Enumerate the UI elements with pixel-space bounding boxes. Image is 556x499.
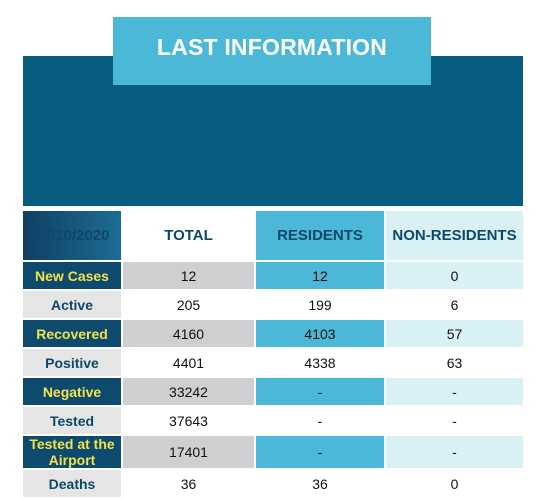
column-header-non-residents: NON-RESIDENTS bbox=[386, 211, 523, 262]
table-row: Tested 37643 - - bbox=[23, 407, 523, 436]
row-label-tested-at-airport: Tested at the Airport bbox=[23, 436, 123, 470]
total-value: 33242 bbox=[123, 378, 256, 407]
table-row: Active 205 199 6 bbox=[23, 291, 523, 320]
non-residents-value: 6 bbox=[386, 291, 523, 320]
non-residents-value: 0 bbox=[386, 262, 523, 291]
table-row: New Cases 12 12 0 bbox=[23, 262, 523, 291]
residents-value: 4103 bbox=[256, 320, 386, 349]
total-value: 12 bbox=[123, 262, 256, 291]
row-label-negative: Negative bbox=[23, 378, 123, 407]
non-residents-value: 63 bbox=[386, 349, 523, 378]
non-residents-value: 57 bbox=[386, 320, 523, 349]
non-residents-value: - bbox=[386, 436, 523, 470]
residents-value: 4338 bbox=[256, 349, 386, 378]
total-value: 4401 bbox=[123, 349, 256, 378]
residents-value: 199 bbox=[256, 291, 386, 320]
residents-value: - bbox=[256, 407, 386, 436]
row-label-positive: Positive bbox=[23, 349, 123, 378]
total-value: 37643 bbox=[123, 407, 256, 436]
row-label-new-cases: New Cases bbox=[23, 262, 123, 291]
row-label-recovered: Recovered bbox=[23, 320, 123, 349]
page-title: LAST INFORMATION bbox=[113, 17, 431, 85]
table-row: Tested at the Airport 17401 - - bbox=[23, 436, 523, 470]
table-row: Recovered 4160 4103 57 bbox=[23, 320, 523, 349]
row-label-tested: Tested bbox=[23, 407, 123, 436]
residents-value: 12 bbox=[256, 262, 386, 291]
column-header-total: TOTAL bbox=[123, 211, 256, 262]
table-row: Negative 33242 - - bbox=[23, 378, 523, 407]
date-cell: 23/10/2020 bbox=[23, 211, 123, 262]
total-value: 205 bbox=[123, 291, 256, 320]
total-value: 4160 bbox=[123, 320, 256, 349]
row-label-active: Active bbox=[23, 291, 123, 320]
residents-value: - bbox=[256, 436, 386, 470]
non-residents-value: - bbox=[386, 378, 523, 407]
table-row: Positive 4401 4338 63 bbox=[23, 349, 523, 378]
residents-value: - bbox=[256, 378, 386, 407]
table-header-row: 23/10/2020 TOTAL RESIDENTS NON-RESIDENTS bbox=[23, 211, 523, 262]
non-residents-value: - bbox=[386, 407, 523, 436]
column-header-residents: RESIDENTS bbox=[256, 211, 386, 262]
total-value: 17401 bbox=[123, 436, 256, 470]
covid-stats-table: 23/10/2020 TOTAL RESIDENTS NON-RESIDENTS… bbox=[23, 211, 523, 499]
